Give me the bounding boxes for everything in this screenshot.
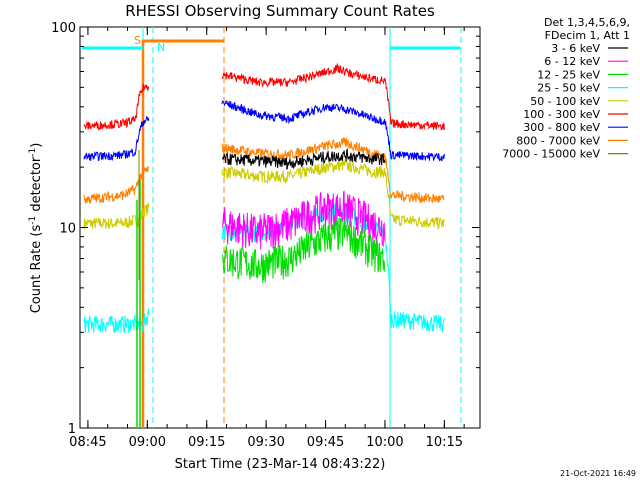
y-tick-label-0: 1: [68, 422, 76, 437]
series-7-trace-0: [83, 166, 150, 205]
legend-label-6: 300 - 800 keV: [523, 121, 600, 134]
marker-n-label: N: [157, 41, 165, 54]
x-axis-label: Start Time (23-Mar-14 08:43:22): [175, 457, 386, 472]
legend-label-8: 7000 - 15000 keV: [502, 148, 600, 161]
series-3-trace-0: [83, 308, 150, 334]
status-bars: S N: [82, 34, 460, 54]
series-7-trace-1: [221, 136, 445, 204]
series-6-trace-1: [221, 100, 445, 162]
x-tick-label-3: 09:30: [247, 435, 284, 450]
x-tick-label-4: 09:45: [307, 435, 344, 450]
series-6-trace-0: [83, 116, 150, 162]
x-tick-label-2: 09:15: [188, 435, 225, 450]
footer-date: 21-Oct-2021 16:49: [560, 469, 636, 478]
legend-label-5: 100 - 300 keV: [523, 108, 600, 121]
y-axis-label: Count Rate (s-1 detector-1): [28, 143, 44, 314]
legend-label-3: 25 - 50 keV: [537, 82, 600, 95]
x-tick-label-1: 09:00: [129, 435, 166, 450]
y-tick-label-1: 10: [59, 222, 76, 237]
legend-label-0: 3 - 6 keV: [551, 42, 600, 55]
series-layer: [83, 62, 445, 334]
series-2-trace-0: [222, 218, 386, 283]
drop-lines: [136, 150, 141, 428]
x-tick-label-0: 08:45: [69, 435, 106, 450]
axis-layer: 08:45 09:00 09:15 09:30 09:45 10:00 10:15 1 10 10…: [51, 21, 480, 450]
legend-label-1: 6 - 12 keV: [544, 55, 600, 68]
legend: Det 1,3,4,5,6,9, FDecim 1, Att 1 3 - 6 k…: [502, 16, 630, 161]
legend-label-4: 50 - 100 keV: [530, 95, 600, 108]
legend-label-7: 800 - 7000 keV: [516, 134, 600, 147]
legend-header-2: FDecim 1, Att 1: [545, 29, 630, 42]
series-5-trace-1: [221, 62, 445, 131]
x-tick-label-6: 10:15: [426, 435, 463, 450]
y-tick-label-2: 100: [51, 21, 76, 36]
legend-label-2: 12 - 25 keV: [537, 68, 600, 81]
series-1-trace-0: [222, 190, 386, 250]
x-tick-label-5: 10:00: [366, 435, 403, 450]
marker-s-label: S: [134, 34, 141, 47]
series-5-trace-0: [83, 83, 150, 132]
legend-header-1: Det 1,3,4,5,6,9,: [544, 16, 630, 29]
series-4-trace-0: [83, 202, 150, 230]
series-4-trace-1: [221, 159, 445, 231]
chart-title: RHESSI Observing Summary Count Rates: [125, 2, 435, 20]
series-0-trace-0: [222, 147, 386, 171]
